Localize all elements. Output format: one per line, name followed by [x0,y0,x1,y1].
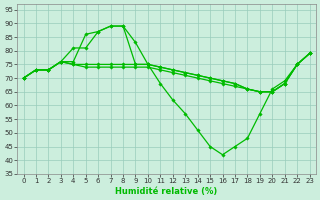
X-axis label: Humidité relative (%): Humidité relative (%) [116,187,218,196]
